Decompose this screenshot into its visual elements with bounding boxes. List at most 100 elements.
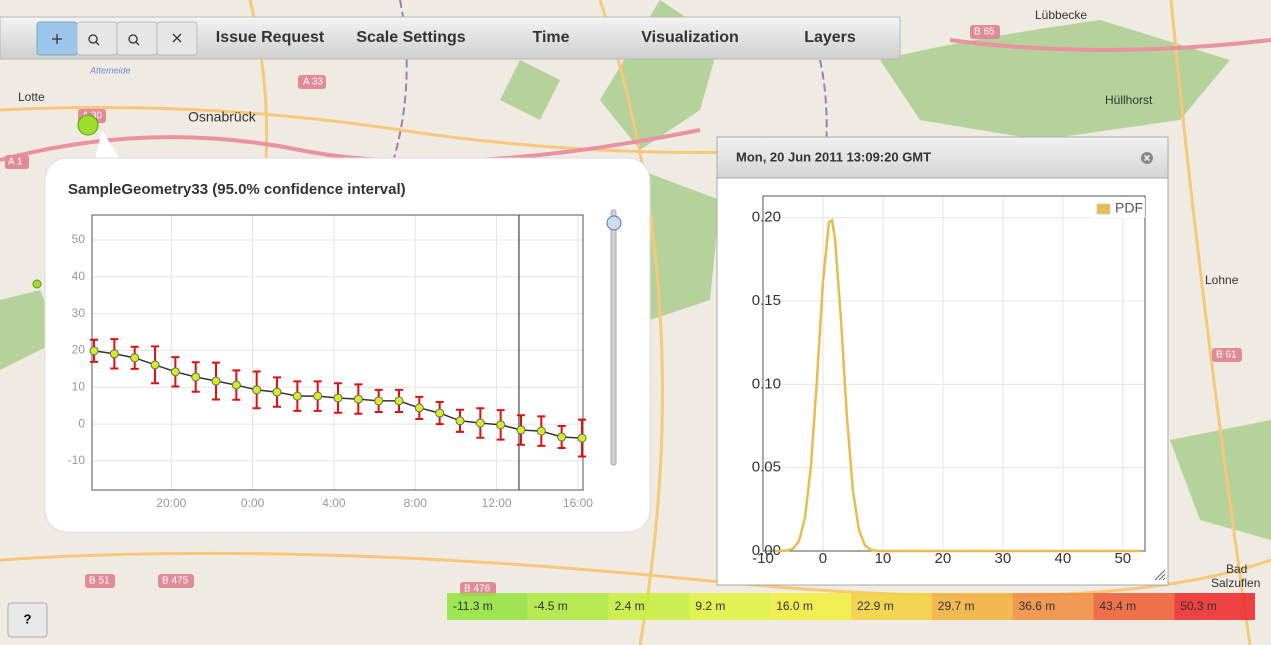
toolbar: Issue Request Scale Settings Time Visual… bbox=[0, 16, 901, 60]
legend-label: 29.7 m bbox=[938, 599, 975, 613]
y-tick-label: -10 bbox=[68, 453, 86, 467]
y-tick-label: 0 bbox=[78, 416, 85, 430]
y-tick-label: 40 bbox=[72, 269, 86, 283]
road-label: B 475 bbox=[162, 576, 189, 587]
slider-handle[interactable] bbox=[606, 215, 622, 231]
legend-label: -4.5 m bbox=[534, 599, 568, 613]
y-tick-label: 0.15 bbox=[752, 292, 781, 309]
legend-label: -11.3 m bbox=[453, 599, 493, 613]
legend-color bbox=[770, 593, 851, 620]
map-label: Lohne bbox=[1205, 273, 1239, 287]
y-tick-label: 0.05 bbox=[752, 459, 781, 476]
y-tick-label: 0.00 bbox=[752, 542, 781, 559]
road-label: B 61 bbox=[1216, 350, 1237, 361]
point bbox=[414, 403, 424, 413]
point bbox=[89, 346, 99, 356]
x-tick-label: 4:00 bbox=[322, 496, 346, 510]
menu-item[interactable]: Time bbox=[532, 29, 569, 46]
point bbox=[374, 396, 384, 406]
point bbox=[150, 360, 160, 370]
point bbox=[109, 349, 119, 359]
y-tick-label: 20 bbox=[72, 343, 86, 357]
series-line bbox=[774, 218, 1141, 553]
x-tick-label: 12:00 bbox=[482, 496, 512, 510]
legend-label: 50.3 m bbox=[1180, 599, 1217, 613]
help-label: ? bbox=[24, 611, 32, 626]
legend-label: 9.2 m bbox=[695, 599, 725, 613]
x-tick-label: 16:00 bbox=[563, 496, 593, 510]
point bbox=[231, 380, 241, 390]
slider[interactable] bbox=[610, 209, 617, 466]
legend-color bbox=[608, 593, 690, 620]
y-tick-label: 30 bbox=[72, 306, 86, 320]
window-title: Mon, 20 Jun 2011 13:09:20 GMT bbox=[736, 149, 931, 164]
x-tick-label: 30 bbox=[995, 550, 1012, 567]
x-tick-label: 10 bbox=[875, 550, 892, 567]
point bbox=[252, 385, 262, 395]
help-button[interactable] bbox=[7, 602, 48, 638]
road-label: B 65 bbox=[974, 27, 995, 38]
legend-color bbox=[689, 593, 771, 620]
y-tick-label: 0.10 bbox=[752, 375, 781, 392]
chart: 50 40 30 20 10 0 -10 20:00 0:00 4:00 8:00 12:00 16:0… bbox=[68, 214, 593, 510]
legend-label: 22.9 m bbox=[857, 599, 894, 613]
y-tick-label: 50 bbox=[72, 232, 86, 246]
y-tick-label: 10 bbox=[72, 379, 86, 393]
legend-color bbox=[1012, 593, 1094, 620]
road-label: A 1 bbox=[8, 157, 23, 168]
map-label: Lübbecke bbox=[1035, 8, 1087, 22]
point bbox=[496, 420, 506, 430]
point bbox=[191, 372, 201, 382]
x-tick-label: -10 bbox=[752, 550, 774, 567]
sensor-marker[interactable] bbox=[32, 279, 42, 289]
x-tick-label: 40 bbox=[1054, 550, 1071, 567]
point bbox=[455, 416, 465, 426]
map-label: Attemeide bbox=[89, 65, 131, 75]
legend-color bbox=[931, 593, 1013, 620]
point bbox=[211, 376, 221, 386]
legend-label: 43.4 m bbox=[1099, 599, 1136, 613]
popup: SampleGeometry33 (95.0% confidence inter… bbox=[44, 130, 651, 533]
x-tick-label: 0 bbox=[819, 550, 827, 567]
menu-item[interactable]: Layers bbox=[804, 29, 856, 46]
point bbox=[272, 387, 282, 397]
sensor-marker[interactable] bbox=[77, 114, 99, 136]
legend-color bbox=[1093, 593, 1175, 620]
point bbox=[435, 408, 445, 418]
point bbox=[475, 418, 485, 428]
chart: 0.00 0.05 0.10 0.15 0.20 -10 0 10 20 30 40 50 PDF bbox=[752, 195, 1146, 567]
road-label: B 476 bbox=[464, 584, 491, 595]
color-legend: -11.3 m -4.5 m 2.4 m 9.2 m 16.0 m 22.9 m 29.7 … bbox=[447, 593, 1255, 620]
legend-color bbox=[527, 593, 609, 620]
map-label: Lotte bbox=[18, 90, 45, 104]
point bbox=[313, 391, 323, 401]
point bbox=[292, 391, 302, 401]
x-tick-label: 8:00 bbox=[404, 496, 428, 510]
legend-color bbox=[447, 593, 528, 620]
legend-label: PDF bbox=[1115, 200, 1143, 216]
menu-item[interactable]: Issue Request bbox=[216, 29, 325, 46]
point bbox=[557, 432, 567, 442]
x-tick-label: 20 bbox=[935, 550, 952, 567]
road-label: A 33 bbox=[303, 77, 323, 88]
x-tick-label: 50 bbox=[1114, 550, 1131, 567]
legend-label: 36.6 m bbox=[1019, 599, 1056, 613]
road-label: B 51 bbox=[89, 576, 110, 587]
menu-item[interactable]: Scale Settings bbox=[356, 29, 465, 46]
map-label: Bad bbox=[1226, 562, 1247, 576]
x-tick-label: 0:00 bbox=[241, 496, 265, 510]
point bbox=[536, 426, 546, 436]
point bbox=[130, 353, 140, 363]
point bbox=[353, 394, 363, 404]
point bbox=[394, 396, 404, 406]
point bbox=[333, 393, 343, 403]
map-label: Osnabrück bbox=[188, 109, 257, 125]
menu-item[interactable]: Visualization bbox=[641, 29, 739, 46]
y-tick-label: 0.20 bbox=[752, 209, 781, 226]
map-label: Salzuflen bbox=[1211, 576, 1260, 590]
point bbox=[577, 433, 587, 443]
point bbox=[170, 367, 180, 377]
legend-color bbox=[851, 593, 932, 620]
